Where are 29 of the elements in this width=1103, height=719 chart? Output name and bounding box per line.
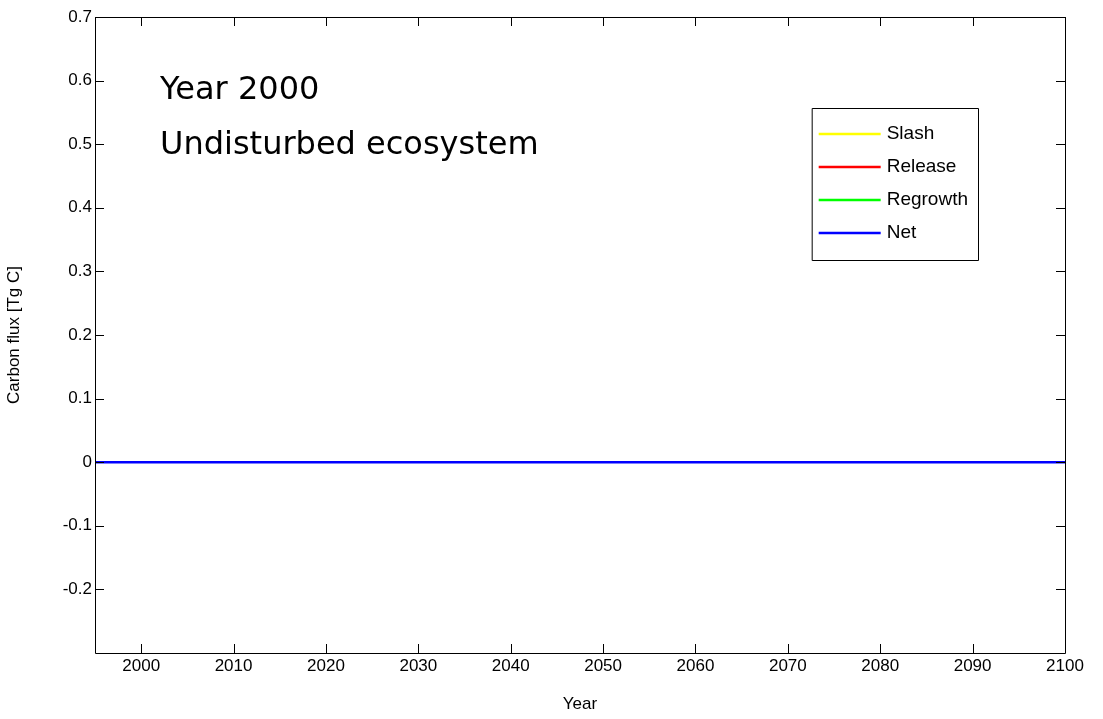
y-tick-label: 0.7 <box>68 6 92 26</box>
legend-label: Regrowth <box>886 188 969 210</box>
x-tick-label: 2080 <box>861 655 900 675</box>
x-tick-label: 2050 <box>584 655 623 675</box>
x-tick-label: 2100 <box>1046 655 1084 675</box>
x-tick-label: 2010 <box>214 655 253 675</box>
annotation: Undisturbed ecosystem <box>160 124 539 162</box>
x-tick-label: 2030 <box>399 655 438 675</box>
x-tick-label: 2000 <box>122 655 161 675</box>
x-tick-label: 2020 <box>307 655 345 675</box>
x-tick-label: 2060 <box>676 655 715 675</box>
legend-label: Net <box>886 221 917 243</box>
y-axis-title: Carbon flux [Tg C] <box>3 266 23 404</box>
y-tick-label: 0.3 <box>68 261 92 281</box>
y-tick-label: 0.4 <box>68 197 92 217</box>
y-tick-label: -0.1 <box>62 515 92 535</box>
x-tick-label: 2070 <box>768 655 807 675</box>
y-tick-label: 0.2 <box>68 324 92 344</box>
x-axis-title: Year <box>562 694 598 714</box>
x-tick-label: 2090 <box>953 655 992 675</box>
y-tick-label: 0.5 <box>68 133 92 153</box>
y-tick-label: 0 <box>82 451 92 471</box>
y-tick-label: 0.6 <box>68 70 92 90</box>
legend-label: Release <box>886 155 957 177</box>
y-tick-label: -0.2 <box>62 579 92 599</box>
y-tick-label: 0.1 <box>68 388 92 408</box>
annotation: Year 2000 <box>159 69 320 107</box>
x-tick-label: 2040 <box>491 655 530 675</box>
legend-label: Slash <box>886 122 935 144</box>
